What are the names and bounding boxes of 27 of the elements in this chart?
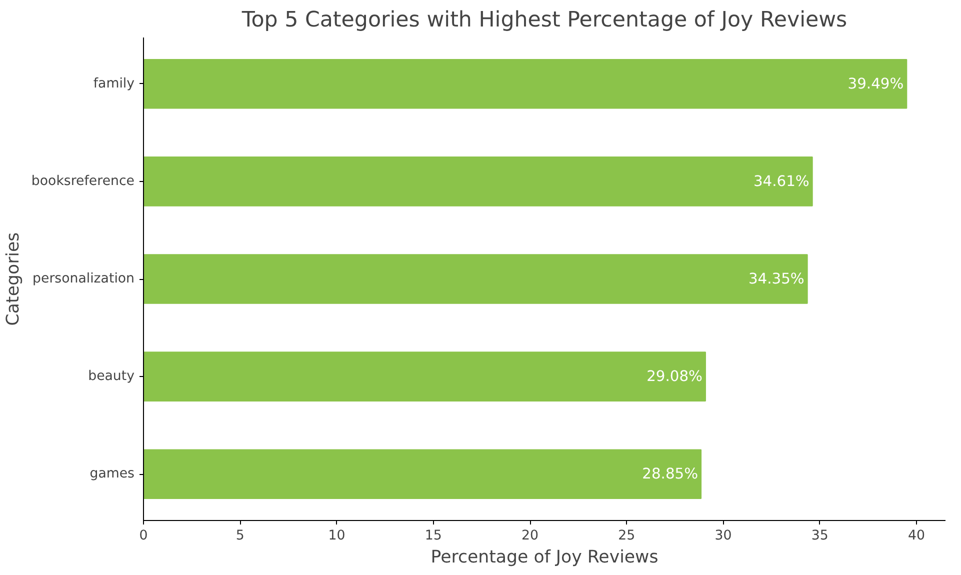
data-label: 34.35% (748, 270, 804, 288)
y-tick-label: games (90, 466, 135, 482)
data-label: 34.61% (753, 172, 810, 190)
x-tick-label: 40 (908, 528, 925, 544)
y-tick-label: beauty (88, 369, 135, 384)
y-tick-label: family (93, 76, 135, 92)
data-label: 39.49% (848, 75, 904, 92)
y-axis-title: Categories (3, 232, 24, 326)
bar (144, 156, 813, 206)
x-tick-label: 35 (811, 528, 828, 544)
bar (144, 58, 908, 109)
x-tick-label: 10 (328, 528, 346, 544)
y-tick-label: booksreference (31, 174, 135, 189)
x-tick-label: 30 (714, 528, 732, 544)
x-tick-label: 20 (522, 528, 538, 544)
bar (144, 449, 702, 500)
data-label: 28.85% (642, 466, 698, 483)
x-tick-label: 15 (424, 528, 442, 544)
x-tick-label: 25 (618, 528, 636, 544)
y-tick-label: personalization (32, 272, 134, 286)
x-tick-label: 5 (236, 528, 244, 544)
bar (144, 254, 808, 304)
chart-title: Top 5 Categories with Highest Percentage of Joy Reviews (240, 8, 848, 32)
x-tick-label: 0 (139, 528, 148, 544)
bar (144, 352, 706, 402)
x-axis-title: Percentage of Joy Reviews (430, 548, 658, 568)
data-label: 29.08% (646, 368, 703, 386)
